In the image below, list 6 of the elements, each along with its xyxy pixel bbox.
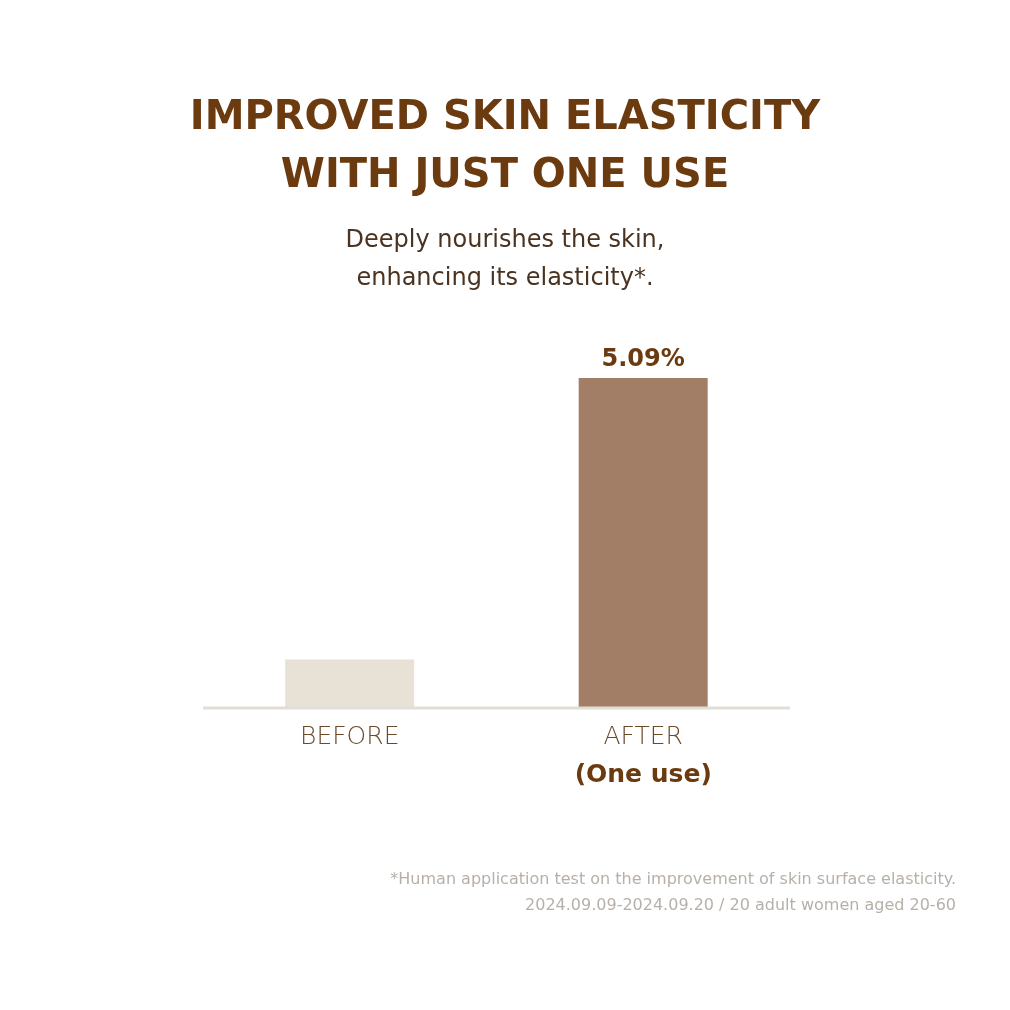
chart-title: IMPROVED SKIN ELASTICITY WITH JUST ONE USE — [188, 91, 822, 198]
data-label: 5.09% — [601, 344, 685, 372]
text: *Human application test on the improvement of skin surface elasticity. 2024.09.09-2024.09.20 / 20 adult women aged 20-60 — [390, 868, 956, 916]
x-tick-label: BEFORE — [300, 721, 400, 750]
chart-subtitle: Deeply nourishes the skin, enhancing its elasticity*. — [344, 224, 666, 293]
x-tick-label: AFTER (One use) — [574, 721, 712, 788]
